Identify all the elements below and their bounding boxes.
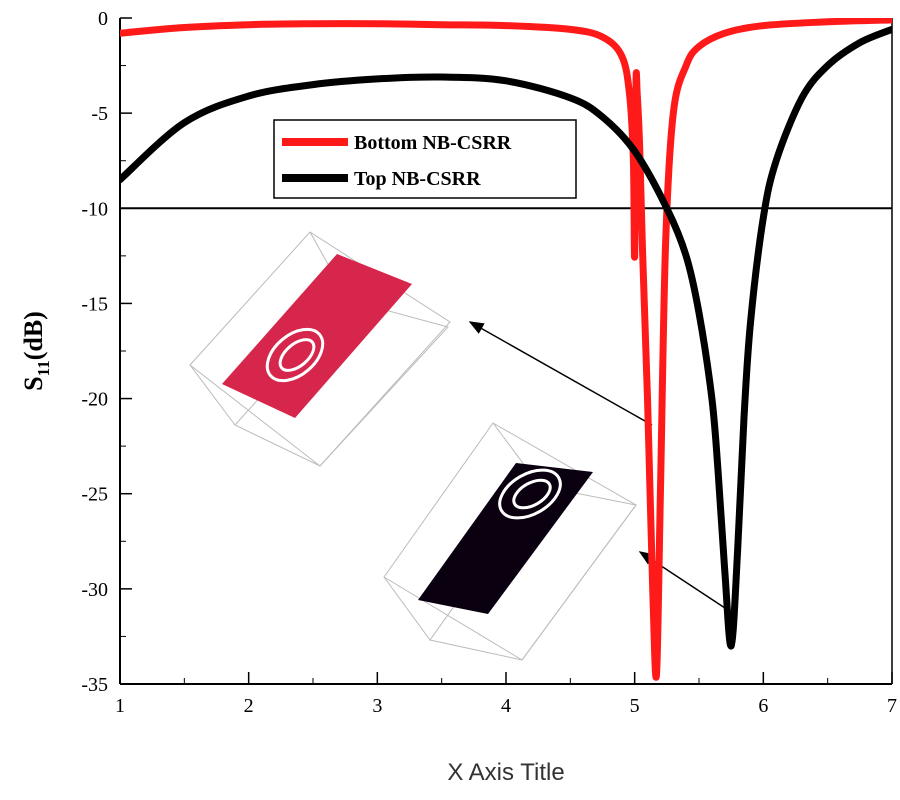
y-tick-label: -15 (81, 293, 108, 315)
legend-label-top: Top NB-CSRR (354, 168, 481, 190)
y-tick-label: -20 (81, 389, 108, 411)
x-tick-label: 2 (244, 695, 254, 717)
tick-marks (119, 17, 893, 685)
top-patch (418, 463, 593, 614)
y-title-unit: (dB) (19, 311, 48, 360)
x-axis-title: X Axis Title (447, 759, 564, 786)
x-tick-label: 4 (501, 695, 511, 717)
y-title-sub: 11 (34, 360, 53, 376)
inset-top-structure (383, 422, 637, 661)
x-tick-label: 1 (115, 695, 125, 717)
arrow-to-bottom-inset (468, 321, 653, 426)
legend: Bottom NB-CSRR Top NB-CSRR (273, 119, 577, 199)
y-tick-label: -30 (81, 579, 108, 601)
bottom-patch (222, 254, 412, 418)
y-tick-label: -25 (81, 484, 108, 506)
y-tick-label: -10 (81, 198, 108, 220)
inset-bottom-structure (189, 231, 451, 467)
x-tick-label: 6 (758, 695, 768, 717)
csrr-ring-icon (498, 468, 562, 520)
legend-box (273, 119, 577, 199)
csrr-ring-icon (265, 327, 325, 383)
tick-labels: 1 2 3 4 5 6 7 0 -5 -10 -15 -20 -25 -30 -35 (81, 8, 897, 717)
x-tick-label: 7 (887, 695, 897, 717)
y-title-main: S (19, 376, 48, 390)
series-top-nb-csrr (120, 25, 892, 650)
y-tick-label: 0 (98, 8, 108, 30)
x-tick-label: 5 (630, 695, 640, 717)
y-axis-title: S11(dB) (19, 311, 53, 391)
y-tick-label: -5 (91, 103, 108, 125)
y-tick-label: -35 (81, 674, 108, 696)
legend-label-bottom: Bottom NB-CSRR (354, 132, 512, 154)
series-bottom-nb-csrr (120, 18, 892, 681)
x-tick-label: 3 (372, 695, 382, 717)
